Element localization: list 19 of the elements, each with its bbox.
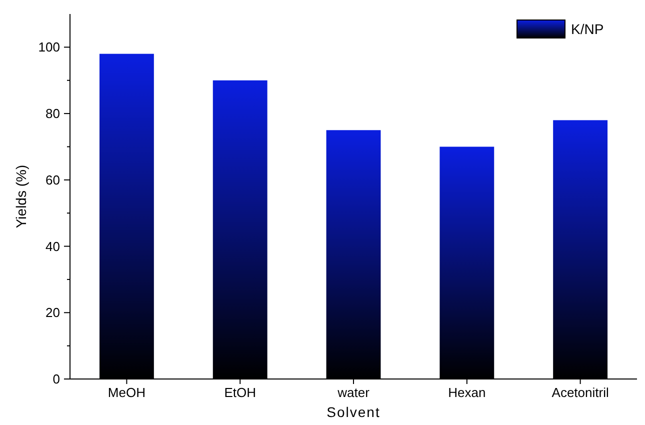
x-axis-title: Solvent (326, 404, 380, 420)
y-tick-label: 80 (46, 106, 60, 122)
y-tick-label: 60 (46, 172, 60, 188)
y-tick-label: 100 (38, 40, 60, 55)
legend-label: K/NP (571, 21, 604, 37)
bar (553, 120, 608, 379)
bar (440, 146, 494, 379)
bar (326, 130, 381, 379)
y-tick-label: 40 (46, 238, 60, 254)
x-tick-label: MeOH (108, 385, 146, 400)
x-tick-label: Hexan (448, 385, 486, 400)
x-tick-label: EtOH (224, 385, 256, 400)
bar (212, 80, 268, 379)
x-tick-label: water (336, 385, 370, 400)
y-tick-label: 0 (52, 372, 60, 387)
y-tick-label: 20 (46, 305, 60, 320)
x-tick-label: Acetonitril (552, 385, 609, 400)
y-axis-title: Yields (%) (13, 164, 29, 228)
bar (99, 54, 154, 379)
